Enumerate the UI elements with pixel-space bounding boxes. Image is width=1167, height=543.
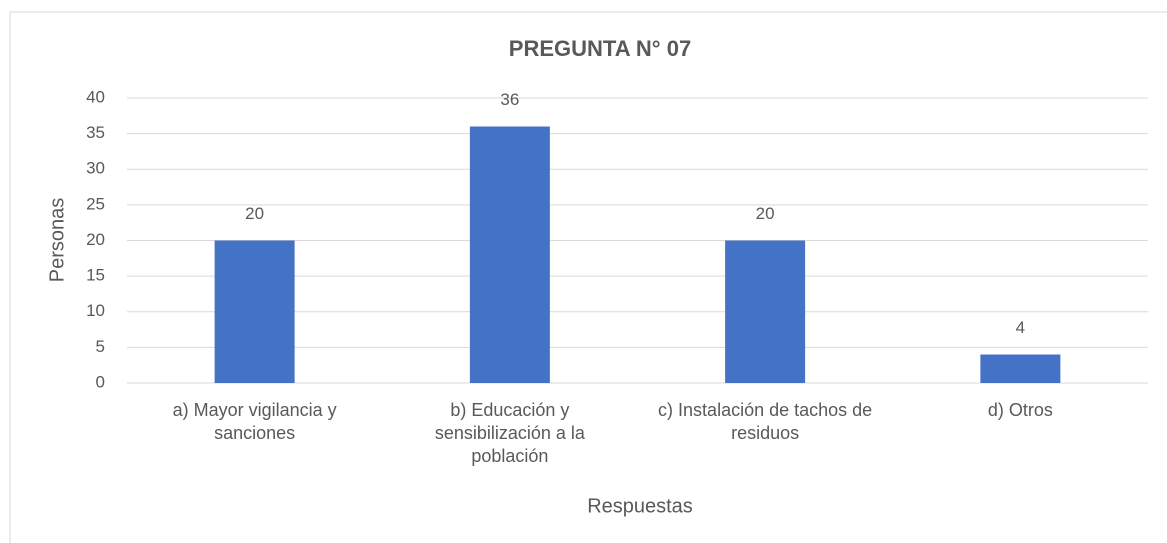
data-label: 20 (245, 204, 264, 223)
bar (469, 126, 550, 383)
chart-frame (9, 11, 1167, 543)
y-tick-label: 20 (86, 230, 105, 249)
y-tick-label: 25 (86, 194, 105, 213)
x-axis-title: Respuestas (587, 495, 693, 517)
y-axis-title: Personas (46, 198, 68, 283)
x-tick-label: b) Educación y sensibilización a la pobl… (434, 400, 585, 466)
chart-title: PREGUNTA N° 07 (509, 36, 691, 61)
x-tick-label: d) Otros (987, 400, 1053, 420)
bar (214, 240, 295, 383)
data-label: 36 (500, 90, 519, 109)
data-label: 4 (1016, 318, 1025, 337)
x-tick-label: c) Instalación de tachos de residuos (658, 400, 873, 443)
y-tick-label: 5 (96, 337, 105, 356)
x-tick-label: a) Mayor vigilancia y sanciones (172, 400, 337, 443)
data-label: 20 (756, 204, 775, 223)
y-tick-label: 40 (86, 87, 105, 106)
y-tick-label: 15 (86, 266, 105, 285)
y-tick-label: 10 (86, 301, 105, 320)
bar (980, 354, 1061, 383)
y-tick-label: 0 (96, 372, 105, 391)
y-tick-label: 30 (86, 159, 105, 178)
bar (725, 240, 806, 383)
y-tick-label: 35 (86, 123, 105, 142)
